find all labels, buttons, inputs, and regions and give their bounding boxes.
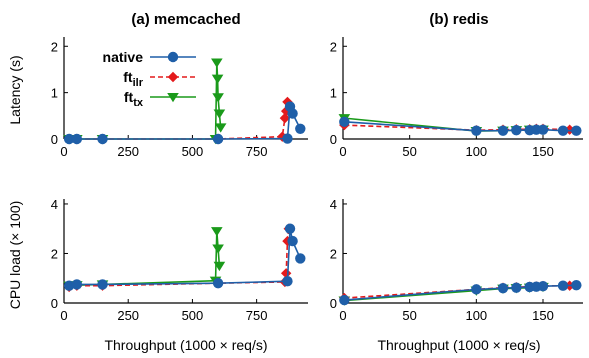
data-point-native	[63, 133, 75, 145]
x-tick-label: 100	[465, 308, 487, 323]
data-point-native	[339, 294, 350, 306]
legend-label-sub: ilr	[133, 77, 144, 89]
panel-memcached_latency: 0 250 500 750 0 1 2	[51, 37, 308, 159]
data-point-native	[97, 279, 108, 290]
data-point-fttx	[214, 123, 227, 133]
data-point-native	[71, 133, 83, 145]
y-tick-label: 4	[51, 197, 58, 212]
data-point-native	[212, 133, 224, 145]
data-point-native	[497, 125, 509, 136]
legend-item-fttx: fttx	[124, 89, 196, 109]
y-tick-label: 4	[330, 197, 337, 212]
data-point-native	[511, 282, 522, 293]
xlabel-redis: Throughput (1000 × req/s)	[377, 337, 540, 353]
panel-memcached_cpu: 0 250 500 750 0 2 4	[51, 197, 308, 323]
y-tick-label: 2	[330, 246, 337, 261]
data-point-native	[557, 280, 569, 291]
data-point-native	[511, 124, 522, 136]
data-point-native	[557, 125, 569, 136]
series-line-fttx	[69, 62, 222, 140]
data-point-fttx	[212, 244, 224, 254]
xlabel-memcached: Throughput (1000 × req/s)	[104, 337, 267, 353]
legend-marker-ftilr	[167, 71, 179, 83]
y-tick-label: 1	[330, 86, 337, 101]
data-point-native	[287, 235, 298, 247]
panel-redis_cpu: 0 50 100 150 0 2 4	[330, 197, 583, 323]
legend-item-ftilr: ftilr	[123, 69, 196, 89]
data-point-native	[282, 133, 293, 144]
legend-marker-native	[167, 51, 179, 63]
legend-label-main: ft	[123, 69, 133, 85]
x-tick-label: 0	[339, 308, 346, 323]
x-tick-label: 250	[117, 308, 139, 323]
series-line-fttx	[69, 231, 221, 287]
y-tick-label: 0	[330, 296, 337, 311]
x-tick-label: 0	[60, 144, 67, 159]
data-point-fttx	[213, 261, 226, 272]
ylabel-latency: Latency (s)	[7, 55, 23, 124]
legend-label-native: native	[103, 49, 144, 65]
x-tick-label: 500	[182, 308, 204, 323]
data-point-native	[212, 277, 224, 289]
data-point-fttx	[211, 227, 223, 237]
data-point-native	[537, 280, 549, 292]
data-point-ftilr	[279, 112, 291, 124]
legend-item-native: native	[103, 49, 196, 65]
data-point-fttx	[211, 58, 223, 68]
x-tick-label: 0	[60, 308, 67, 323]
data-point-native	[537, 124, 549, 135]
series-line-ftilr	[69, 101, 289, 140]
data-point-native	[282, 276, 293, 287]
ylabel-cpu: CPU load (× 100)	[7, 201, 23, 310]
panel-title-redis: (b) redis	[429, 11, 488, 28]
x-tick-label: 100	[465, 144, 487, 159]
panel-title-memcached: (a) memcached	[131, 11, 240, 28]
data-point-native	[571, 125, 582, 136]
data-point-native	[497, 282, 509, 294]
panel-redis_latency: 0 50 100 150 0 1 2	[330, 37, 583, 159]
y-tick-label: 1	[51, 86, 58, 101]
y-tick-label: 0	[330, 132, 337, 147]
data-point-native	[284, 223, 296, 234]
x-tick-label: 750	[246, 308, 268, 323]
data-point-native	[97, 133, 108, 145]
x-tick-label: 0	[339, 144, 346, 159]
legend-marker-fttx	[167, 92, 179, 103]
legend-label-main: ft	[124, 89, 134, 105]
y-tick-label: 0	[51, 296, 58, 311]
y-tick-label: 2	[330, 39, 337, 54]
y-tick-label: 2	[51, 39, 58, 54]
x-tick-label: 50	[402, 144, 416, 159]
data-point-fttx	[211, 74, 224, 84]
data-point-native	[339, 116, 350, 128]
data-point-native	[571, 279, 582, 291]
data-point-native	[287, 108, 298, 119]
legend-label-ftilr: ftilr	[123, 69, 143, 89]
series-line-ftilr	[69, 228, 290, 288]
x-tick-label: 250	[117, 144, 139, 159]
x-tick-label: 50	[402, 308, 416, 323]
data-point-native	[63, 280, 75, 291]
legend-label-sub: tx	[133, 97, 144, 109]
data-point-fttx	[212, 93, 224, 103]
data-point-native	[71, 279, 83, 290]
legend-label-fttx: fttx	[124, 89, 144, 109]
x-tick-label: 150	[532, 144, 554, 159]
x-tick-label: 150	[532, 308, 554, 323]
data-point-native	[471, 284, 482, 295]
data-point-native	[471, 125, 482, 136]
data-point-native	[295, 253, 306, 264]
series-line-native	[69, 228, 302, 287]
y-tick-label: 0	[51, 132, 58, 147]
x-tick-label: 750	[246, 144, 268, 159]
y-tick-label: 2	[51, 246, 58, 261]
data-point-fttx	[213, 109, 226, 119]
data-point-native	[295, 123, 306, 134]
x-tick-label: 500	[182, 144, 204, 159]
